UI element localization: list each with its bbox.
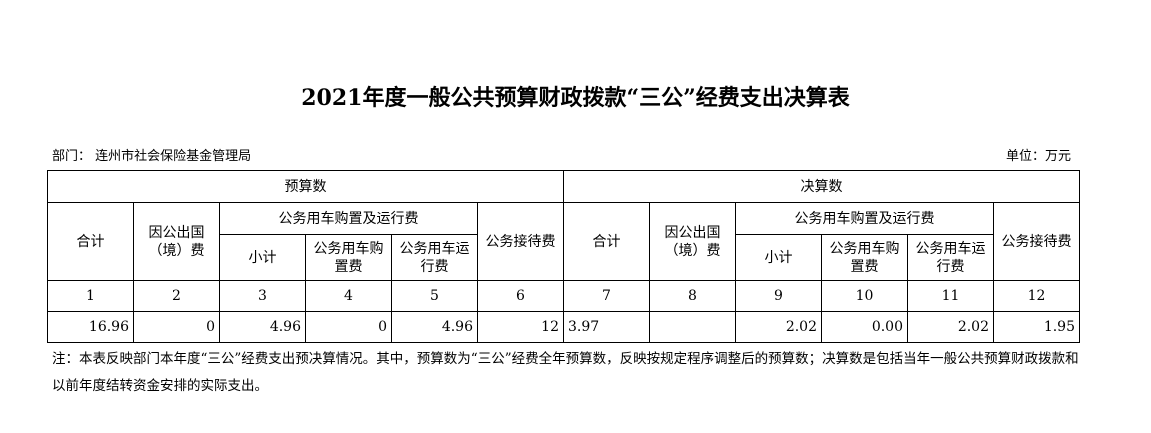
- col-number: 9: [735, 280, 822, 312]
- car-run-header: 公务用车运行费: [907, 234, 994, 281]
- car-run-header: 公务用车运行费: [391, 234, 478, 281]
- col-number: 2: [133, 280, 220, 312]
- value-cell: 16.96: [47, 311, 134, 343]
- col-number: 6: [477, 280, 564, 312]
- budget-header: 预算数: [47, 170, 564, 203]
- value-cell: 4.96: [391, 311, 478, 343]
- abroad-header: 因公出国（境）费: [133, 202, 220, 281]
- col-number: 10: [821, 280, 908, 312]
- total-header: 合计: [563, 202, 650, 281]
- col-number: 11: [907, 280, 994, 312]
- unit-label: 单位：万元: [1005, 149, 1071, 164]
- value-cell: 2.02: [735, 311, 822, 343]
- col-number: 1: [47, 280, 134, 312]
- value-cell: [649, 311, 736, 343]
- value-cell: 2.02: [907, 311, 994, 343]
- car-header: 公务用车购置及运行费: [219, 202, 478, 235]
- value-cell: 3.97: [563, 311, 650, 343]
- value-cell: 4.96: [219, 311, 306, 343]
- subtotal-header: 小计: [219, 234, 306, 281]
- page-title: 2021年度一般公共预算财政拨款“三公”经费支出决算表: [301, 85, 850, 111]
- col-number: 8: [649, 280, 736, 312]
- department-label: 部门： 连州市社会保险基金管理局: [52, 149, 252, 164]
- car-header: 公务用车购置及运行费: [735, 202, 994, 235]
- value-cell: 0: [133, 311, 220, 343]
- value-cell: 1.95: [993, 311, 1080, 343]
- value-cell: 12: [477, 311, 564, 343]
- col-number: 5: [391, 280, 478, 312]
- final-header: 决算数: [563, 170, 1080, 203]
- reception-header: 公务接待费: [477, 202, 564, 281]
- expense-table: 预算数 决算数 合计 因公出国（境）费 公务用车购置及运行费 公务接待费 合计 …: [47, 170, 1080, 343]
- col-number: 3: [219, 280, 306, 312]
- col-number: 4: [305, 280, 392, 312]
- footnote: 注：本表反映部门本年度“三公”经费支出预决算情况。其中，预算数为“三公”经费全年…: [52, 351, 1079, 394]
- col-number: 7: [563, 280, 650, 312]
- col-number: 12: [993, 280, 1080, 312]
- total-header: 合计: [47, 202, 134, 281]
- reception-header: 公务接待费: [993, 202, 1080, 281]
- value-cell: 0: [305, 311, 392, 343]
- car-buy-header: 公务用车购置费: [305, 234, 392, 281]
- value-cell: 0.00: [821, 311, 908, 343]
- table-row: 16.96 0 4.96 0 4.96 12 3.97 2.02 0.00 2.…: [47, 311, 1080, 343]
- column-number-row: 1 2 3 4 5 6 7 8 9 10 11 12: [47, 280, 1080, 312]
- car-buy-header: 公务用车购置费: [821, 234, 908, 281]
- subtotal-header: 小计: [735, 234, 822, 281]
- abroad-header: 因公出国（境）费: [649, 202, 736, 281]
